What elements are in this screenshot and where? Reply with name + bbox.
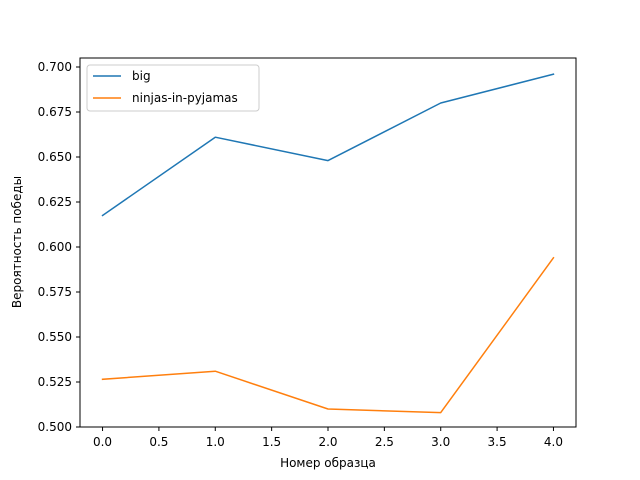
legend-label-1: ninjas-in-pyjamas — [132, 91, 238, 105]
plot-lines — [101, 73, 555, 414]
x-axis-ticks: 0.0 0.5 1.0 1.5 2.0 2.5 3.0 3.5 4.0 — [93, 427, 563, 449]
legend-box — [86, 64, 260, 112]
y-tick-label: 0.500 — [38, 420, 72, 434]
series-line-1 — [101, 256, 555, 414]
x-tick-label: 2.5 — [375, 435, 394, 449]
legend: big ninjas-in-pyjamas — [86, 64, 260, 112]
y-tick-label: 0.675 — [38, 105, 72, 119]
y-axis-ticks: 0.500 0.525 0.550 0.575 0.600 0.625 0.650 0.675… — [38, 60, 80, 434]
x-tick-label: 3.0 — [431, 435, 450, 449]
x-tick-label: 3.5 — [488, 435, 507, 449]
y-tick-label: 0.625 — [38, 195, 72, 209]
y-tick-label: 0.700 — [38, 60, 72, 74]
x-tick-label: 4.0 — [544, 435, 563, 449]
x-tick-label: 2.0 — [318, 435, 337, 449]
series-line-0 — [101, 73, 555, 217]
x-tick-label: 1.5 — [262, 435, 281, 449]
y-tick-label: 0.650 — [38, 150, 72, 164]
y-tick-label: 0.550 — [38, 330, 72, 344]
y-tick-label: 0.525 — [38, 375, 72, 389]
x-tick-label: 0.0 — [93, 435, 112, 449]
x-tick-label: 1.0 — [206, 435, 225, 449]
legend-label-0: big — [132, 69, 151, 83]
x-tick-label: 0.5 — [149, 435, 168, 449]
y-axis-label: Вероятность победы — [10, 176, 24, 308]
y-tick-label: 0.575 — [38, 285, 72, 299]
y-tick-label: 0.600 — [38, 240, 72, 254]
x-axis-label: Номер образца — [280, 456, 376, 470]
